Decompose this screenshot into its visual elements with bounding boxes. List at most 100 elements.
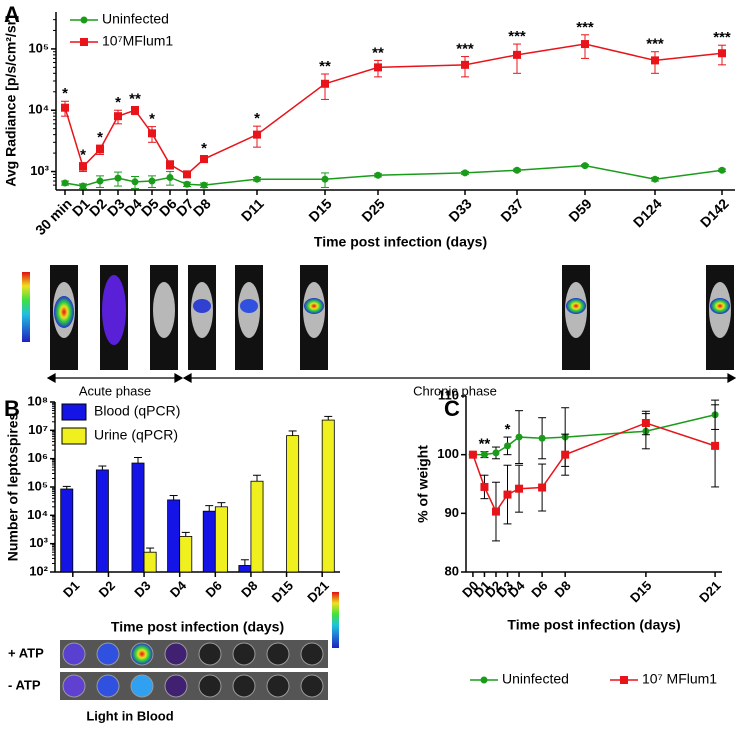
y-tick-label: 10³	[29, 535, 48, 550]
legend-marker	[620, 676, 628, 684]
legend-marker	[80, 16, 88, 24]
x-axis-label: Time post infection (days)	[507, 617, 680, 633]
point	[651, 175, 659, 183]
x-tick-label: D4	[505, 577, 528, 600]
bar	[214, 506, 228, 573]
point	[480, 482, 489, 491]
row-label: + ATP	[8, 645, 44, 660]
significance: **	[372, 44, 384, 61]
panel-label: B	[4, 396, 20, 421]
x-tick-label: D3	[131, 578, 153, 600]
x-tick-label: D15	[305, 195, 335, 225]
point	[711, 441, 720, 450]
significance: *	[149, 111, 155, 128]
x-tick-label: D124	[630, 195, 665, 230]
significance: **	[319, 58, 331, 75]
bar	[202, 510, 216, 573]
legend-label: 10⁷ MFlum1	[642, 671, 717, 687]
point	[131, 106, 139, 115]
point	[718, 166, 726, 174]
caption: Light in Blood	[86, 708, 173, 723]
x-tick-label: D15	[627, 578, 654, 605]
error-bar	[146, 547, 155, 553]
significance: **	[479, 436, 491, 453]
legend-marker	[80, 38, 88, 46]
y-tick-label: 10³	[30, 163, 49, 178]
error-bar	[324, 415, 333, 421]
point	[131, 178, 139, 186]
bar	[131, 462, 145, 573]
series-line	[64, 43, 723, 176]
x-axis-label: Time post infection (days)	[314, 234, 487, 250]
series-line	[64, 164, 723, 187]
x-tick-label: D15	[269, 578, 296, 605]
error-bar	[98, 465, 107, 470]
point	[504, 442, 512, 450]
y-axis-label: % of weight	[415, 445, 431, 523]
point	[513, 50, 521, 59]
x-tick-label: 30 min	[32, 195, 75, 238]
point	[200, 181, 208, 189]
bar	[321, 419, 335, 573]
x-tick-label: D8	[238, 578, 260, 600]
point	[492, 449, 500, 457]
point	[166, 160, 174, 169]
point	[96, 145, 104, 154]
phase-label: Acute phase	[79, 383, 151, 398]
panel-label: C	[444, 396, 460, 421]
point	[561, 450, 570, 459]
y-tick-label: 10⁶	[28, 450, 48, 465]
row-label: - ATP	[8, 677, 41, 692]
legend-label: Urine (qPCR)	[94, 427, 178, 443]
legend-swatch	[61, 403, 87, 421]
legend-label: 10⁷MFlum1	[102, 33, 173, 49]
point	[374, 63, 382, 72]
point	[79, 182, 87, 190]
bar	[286, 435, 300, 573]
point	[79, 162, 87, 171]
point	[374, 171, 382, 179]
point	[183, 170, 191, 179]
error-bar	[205, 505, 214, 512]
point	[461, 60, 469, 69]
bar	[167, 499, 181, 573]
point	[513, 166, 521, 174]
significance: ***	[508, 28, 526, 45]
point	[480, 451, 488, 459]
x-tick-label: D37	[497, 195, 527, 225]
phase-label: Chronic phase	[413, 383, 497, 398]
y-tick-label: 10⁵	[27, 478, 48, 493]
significance: *	[201, 140, 207, 157]
point	[321, 79, 329, 88]
point	[538, 434, 546, 442]
significance: *	[80, 147, 86, 164]
significance: *	[505, 421, 511, 438]
y-tick-label: 10⁸	[27, 393, 48, 408]
x-tick-label: D33	[445, 195, 475, 225]
point	[503, 490, 512, 499]
point	[461, 169, 469, 177]
x-tick-label: D11	[238, 195, 267, 224]
point	[321, 175, 329, 183]
point	[148, 177, 156, 185]
point	[538, 483, 547, 492]
significance: *	[115, 94, 121, 111]
significance: **	[129, 90, 141, 107]
y-axis-label: Number of leptospires	[5, 413, 21, 562]
point	[651, 56, 659, 65]
x-tick-label: D25	[358, 195, 388, 225]
point	[61, 179, 69, 187]
colorbar	[22, 272, 30, 342]
mouse-images	[22, 265, 734, 370]
point	[515, 484, 524, 493]
point	[253, 130, 261, 139]
legend-marker	[480, 676, 488, 684]
error-bar	[288, 430, 297, 436]
point	[581, 40, 589, 49]
phase-arrows	[46, 372, 737, 384]
bar	[179, 536, 193, 573]
significance: ***	[713, 29, 731, 46]
error-bar	[217, 502, 226, 507]
point	[61, 103, 69, 112]
